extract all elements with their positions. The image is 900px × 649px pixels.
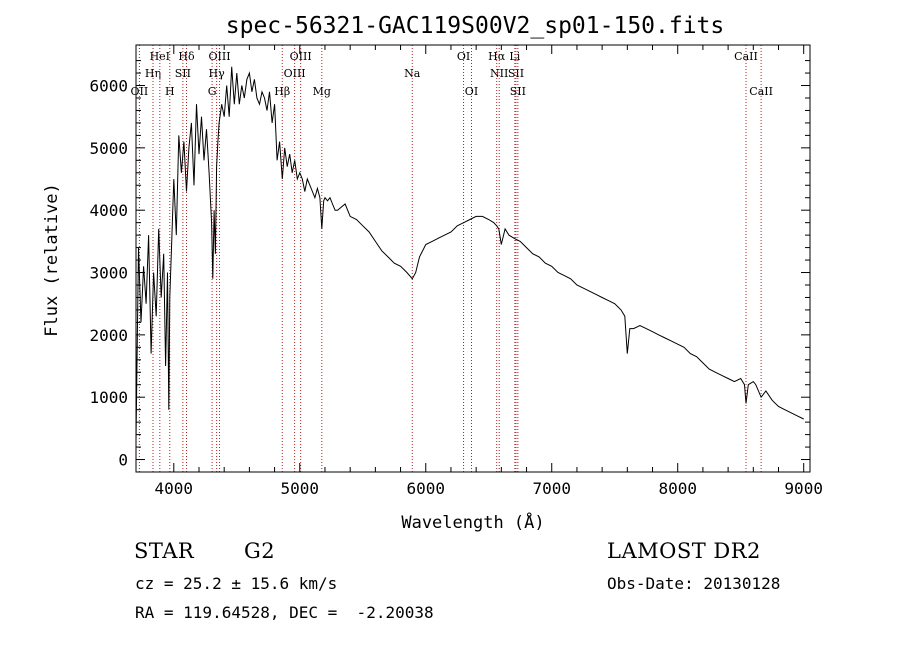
line-markers: OIIHηHeIHSIIHδGHγOIIIHβOIIIOIIIMgNaOIOIN… xyxy=(131,45,773,472)
line-marker-label: G xyxy=(208,85,217,98)
chart-title: spec-56321-GAC119S00V2_sp01-150.fits xyxy=(226,13,725,39)
spectrum-line xyxy=(135,66,804,441)
line-marker-label: OIII xyxy=(208,50,230,63)
object-subclass: G2 xyxy=(244,539,276,563)
line-marker-label: Hβ xyxy=(274,85,290,98)
y-tick-label: 1000 xyxy=(89,388,128,407)
line-marker-label: H xyxy=(165,85,175,98)
y-axis-ticks: 0 1000 2000 3000 4000 5000 6000 xyxy=(89,60,810,470)
survey-name: LAMOST DR2 xyxy=(607,539,761,563)
y-tick-label: 6000 xyxy=(89,77,128,96)
y-tick-label: 3000 xyxy=(89,264,128,283)
line-marker-label: CaII xyxy=(749,85,773,98)
line-marker-label: OI xyxy=(465,85,478,98)
object-class: STAR xyxy=(134,539,195,563)
line-marker-label: Hγ xyxy=(209,67,226,80)
coordinates-readout: RA = 119.64528, DEC = -2.20038 xyxy=(135,603,434,622)
y-tick-label: 4000 xyxy=(89,201,128,220)
x-axis-label: Wavelength (Å) xyxy=(401,511,544,533)
x-tick-label: 6000 xyxy=(406,479,445,498)
line-marker-label: OIII xyxy=(290,50,312,63)
line-marker-label: OI xyxy=(457,50,470,63)
line-marker-label: Na xyxy=(404,67,421,80)
y-tick-label: 5000 xyxy=(89,139,128,158)
x-tick-label: 9000 xyxy=(784,479,823,498)
obs-date: Obs-Date: 20130128 xyxy=(607,574,781,593)
y-axis-label: Flux (relative) xyxy=(42,183,62,337)
x-tick-label: 5000 xyxy=(281,479,320,498)
plot-frame xyxy=(135,44,811,473)
line-marker-label: OII xyxy=(131,85,149,98)
line-marker-label: Hδ xyxy=(178,50,195,63)
line-marker-label: Hη xyxy=(145,67,161,80)
line-marker-label: Mg xyxy=(313,85,331,98)
x-tick-label: 4000 xyxy=(155,479,194,498)
line-marker-label: SII xyxy=(175,67,191,80)
line-marker-label: Hα xyxy=(488,50,506,63)
x-axis-ticks: 4000 5000 6000 7000 8000 9000 xyxy=(155,45,823,498)
y-tick-label: 0 xyxy=(118,451,128,470)
line-marker-label: Li xyxy=(509,50,520,63)
line-marker-label: SII xyxy=(510,85,526,98)
y-tick-label: 2000 xyxy=(89,326,128,345)
redshift-readout: cz = 25.2 ± 15.6 km/s xyxy=(135,574,338,593)
line-marker-label: NII xyxy=(490,67,508,80)
line-marker-label: CaII xyxy=(734,50,758,63)
x-tick-label: 7000 xyxy=(532,479,571,498)
line-marker-label: OIII xyxy=(284,67,306,80)
x-tick-label: 8000 xyxy=(658,479,697,498)
line-marker-label: HeI xyxy=(150,50,170,63)
line-marker-label: SII xyxy=(508,67,524,80)
